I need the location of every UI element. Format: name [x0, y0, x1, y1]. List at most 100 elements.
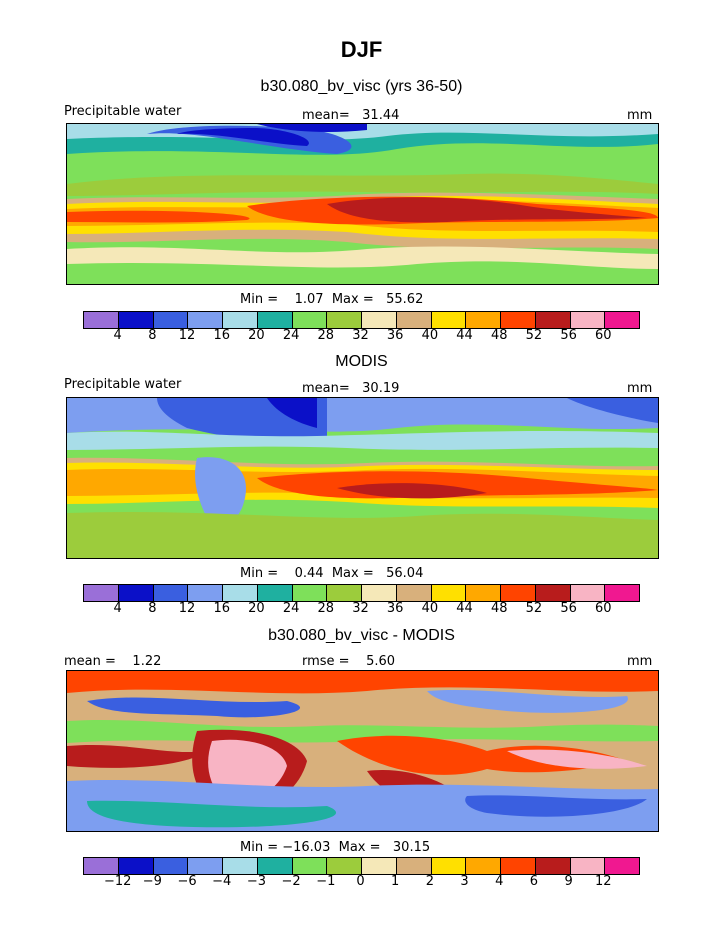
colorbar-tick-label: 28 — [317, 328, 335, 343]
panel1-variable-label: Precipitable water — [64, 104, 182, 119]
colorbar-tick-label: 2 — [425, 874, 435, 889]
colorbar-swatch — [188, 312, 223, 328]
colorbar-swatch — [431, 312, 467, 328]
panel2-unit-label: mm — [627, 381, 653, 396]
colorbar-swatch — [153, 585, 189, 601]
panel3-mean-label: mean = 1.22 — [64, 654, 162, 669]
colorbar-tick-label: 56 — [560, 328, 577, 343]
colorbar-tick-label: 52 — [525, 601, 543, 616]
colorbar-swatch — [118, 585, 154, 601]
colorbar-tick-label: 12 — [595, 874, 612, 889]
panel2-map — [66, 397, 659, 559]
colorbar-tick-label: 20 — [248, 328, 265, 343]
colorbar-tick-label: 48 — [490, 601, 508, 616]
panel3-colorbar-ticks: −12 −9 −6 −4 −3 −2 −1 0 1 2 3 4 6 9 12 — [83, 874, 638, 890]
colorbar-swatch — [292, 312, 328, 328]
panel1-unit-label: mm — [627, 108, 653, 123]
colorbar-swatch — [84, 585, 119, 601]
colorbar-tick-label: 24 — [282, 328, 300, 343]
colorbar-swatch — [327, 858, 362, 874]
colorbar-tick-label: 32 — [352, 601, 369, 616]
panel2-minmax-label: Min = 0.44 Max = 56.04 — [240, 566, 424, 581]
panel3-minmax-label: Min = −16.03 Max = 30.15 — [240, 840, 431, 855]
colorbar-swatch — [257, 858, 293, 874]
colorbar-swatch — [396, 585, 432, 601]
panel3-rmse-label: rmse = 5.60 — [302, 654, 396, 669]
panel2-variable-label: Precipitable water — [64, 377, 182, 392]
colorbar-tick-label: 44 — [456, 328, 473, 343]
colorbar-swatch — [535, 858, 571, 874]
colorbar-swatch — [501, 858, 536, 874]
colorbar-tick-label: 16 — [213, 601, 231, 616]
colorbar-tick-label: −6 — [177, 874, 197, 889]
colorbar-swatch — [188, 858, 223, 874]
panel1-colorbar — [83, 311, 640, 329]
colorbar-swatch — [223, 585, 258, 601]
colorbar-tick-label: 4 — [495, 874, 504, 889]
colorbar-swatch — [188, 585, 223, 601]
colorbar-swatch — [153, 312, 189, 328]
colorbar-swatch — [84, 312, 119, 328]
panel1-mean-label: mean= 31.44 — [302, 108, 400, 123]
panel2-title: MODIS — [335, 353, 388, 370]
colorbar-swatch — [118, 858, 154, 874]
colorbar-tick-label: 56 — [560, 601, 577, 616]
colorbar-tick-label: 3 — [460, 874, 469, 889]
colorbar-swatch — [535, 312, 571, 328]
panel2-colorbar — [83, 584, 640, 602]
colorbar-swatch — [327, 585, 362, 601]
panel3-map — [66, 670, 659, 832]
colorbar-swatch — [118, 312, 154, 328]
colorbar-tick-label: 8 — [148, 601, 157, 616]
colorbar-tick-label: 60 — [595, 328, 612, 343]
colorbar-tick-label: 16 — [213, 328, 231, 343]
panel3-colorbar — [83, 857, 640, 875]
colorbar-tick-label: 36 — [386, 328, 404, 343]
colorbar-swatch — [431, 585, 467, 601]
colorbar-tick-label: 4 — [113, 601, 122, 616]
panel3-title: b30.080_bv_visc - MODIS — [268, 627, 455, 644]
colorbar-swatch — [362, 585, 397, 601]
colorbar-swatch — [153, 858, 189, 874]
colorbar-swatch — [362, 312, 397, 328]
colorbar-tick-label: 52 — [525, 328, 543, 343]
colorbar-tick-label: 12 — [178, 328, 196, 343]
colorbar-swatch — [223, 858, 258, 874]
colorbar-swatch — [466, 312, 501, 328]
colorbar-swatch — [466, 585, 501, 601]
panel3-unit-label: mm — [627, 654, 653, 669]
colorbar-tick-label: 6 — [529, 874, 539, 889]
colorbar-tick-label: 28 — [317, 601, 335, 616]
colorbar-tick-label: −3 — [246, 874, 267, 889]
colorbar-tick-label: −2 — [281, 874, 301, 889]
colorbar-swatch — [257, 312, 293, 328]
colorbar-tick-label: 36 — [386, 601, 404, 616]
colorbar-tick-label: 32 — [352, 328, 369, 343]
colorbar-swatch — [292, 585, 328, 601]
colorbar-swatch — [570, 585, 606, 601]
colorbar-tick-label: 8 — [148, 328, 157, 343]
colorbar-swatch — [84, 858, 119, 874]
colorbar-tick-label: 1 — [391, 874, 400, 889]
colorbar-swatch — [570, 312, 606, 328]
colorbar-tick-label: 24 — [282, 601, 300, 616]
colorbar-swatch — [327, 312, 362, 328]
colorbar-swatch — [466, 858, 501, 874]
colorbar-swatch — [605, 585, 639, 601]
colorbar-tick-label: −1 — [316, 874, 336, 889]
colorbar-tick-label: 40 — [421, 328, 439, 343]
colorbar-tick-label: 60 — [595, 601, 612, 616]
colorbar-swatch — [570, 858, 606, 874]
colorbar-swatch — [535, 585, 571, 601]
panel1-minmax-label: Min = 1.07 Max = 55.62 — [240, 292, 424, 307]
colorbar-tick-label: 40 — [421, 601, 439, 616]
colorbar-swatch — [605, 858, 639, 874]
colorbar-swatch — [396, 858, 432, 874]
colorbar-tick-label: 20 — [248, 601, 265, 616]
colorbar-tick-label: 48 — [490, 328, 508, 343]
colorbar-tick-label: 9 — [564, 874, 573, 889]
colorbar-swatch — [501, 585, 536, 601]
colorbar-swatch — [292, 858, 328, 874]
colorbar-swatch — [396, 312, 432, 328]
colorbar-swatch — [431, 858, 467, 874]
